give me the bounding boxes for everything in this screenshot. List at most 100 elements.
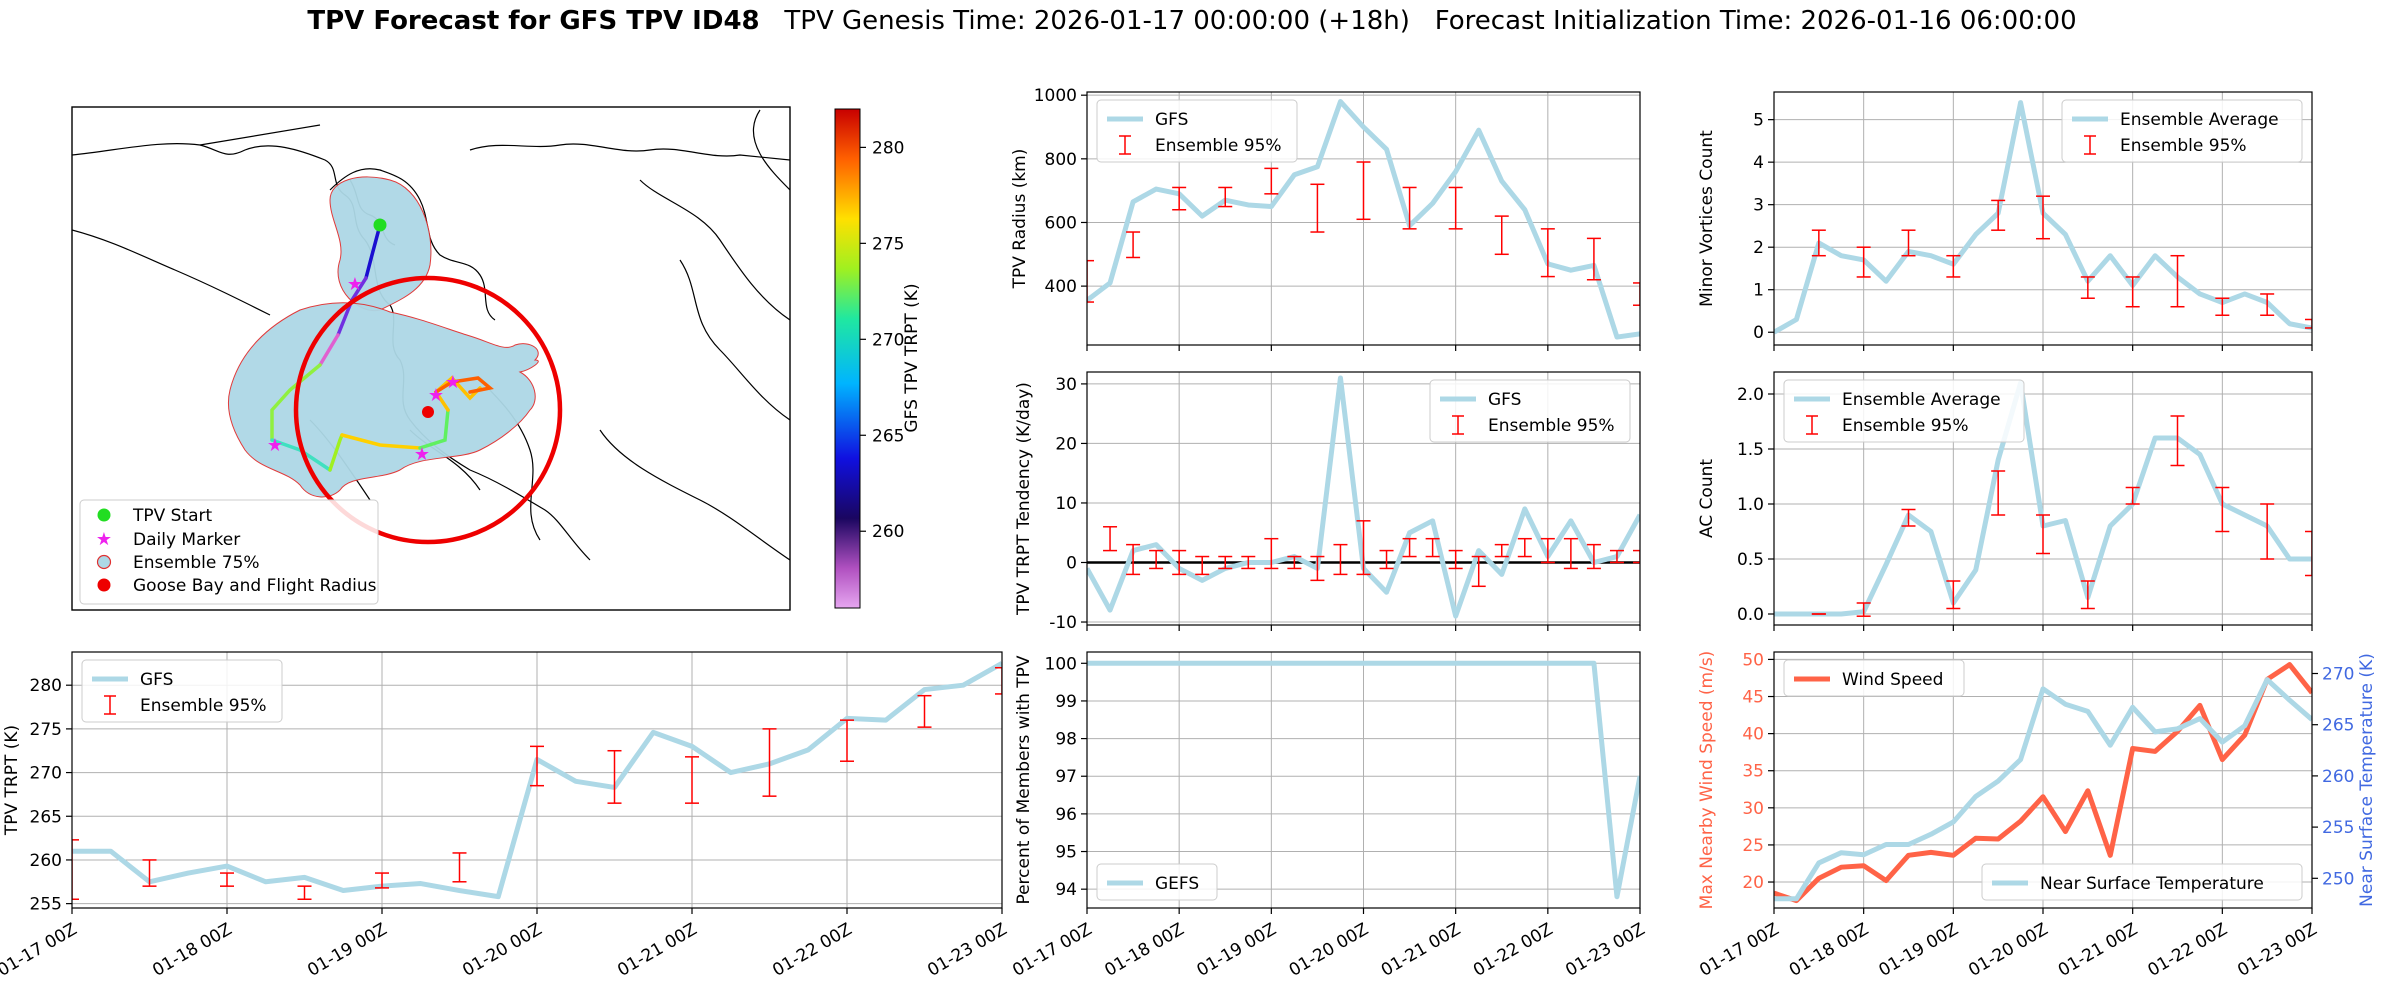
x-tick-label: 01-22 00Z: [769, 919, 855, 980]
chart-legend: Ensemble Average Ensemble 95%: [2061, 99, 2303, 163]
plot-frame: [1773, 651, 2313, 909]
genesis-time: TPV Genesis Time: 2026-01-17 00:00:00 (+…: [784, 6, 1410, 36]
x-tick-label: 01-19 00Z: [304, 919, 390, 980]
legend-box: [1783, 659, 1965, 697]
y-tick-label: 96: [1055, 805, 1077, 825]
legend-label: Ensemble 95%: [140, 696, 267, 716]
colorbar-tick-label: 260: [872, 522, 904, 542]
chart-tendency: -10 0 10 20 30 TPV TRPT Tendency (K/day) GFS En…: [1014, 371, 1641, 633]
chart-trpt: 255 260 265 270 275 280 01-17 00Z 01-18 00Z 01-1…: [0, 651, 1011, 981]
x-tick-label: 01-20 00Z: [459, 919, 545, 980]
y-tick-label: 1000: [1034, 86, 1077, 106]
legend-label: GFS: [1488, 390, 1521, 410]
legend-marker-icon: ★: [96, 529, 112, 550]
legend-box: [1096, 99, 1298, 163]
x-tick-label: 01-21 00Z: [1378, 919, 1464, 980]
legend-start-icon: [97, 508, 111, 522]
figure-title-bold: TPV Forecast for GFS TPV ID48: [307, 6, 760, 36]
series-layer: [1087, 99, 1640, 340]
y-tick-label: 99: [1055, 692, 1077, 712]
plot-frame: [1773, 371, 2313, 626]
daily-marker: ★: [414, 444, 430, 465]
colorbar: 260 265 270 275 280 GFS TPV TRPT (K): [834, 108, 922, 609]
legend-box: [1783, 379, 2025, 443]
legend-box: [81, 659, 283, 723]
chart-legend: GFS Ensemble 95%: [81, 659, 283, 723]
y-tick-label: 280: [30, 676, 62, 696]
y-tick-label: 45: [1742, 688, 1764, 708]
colorbar-bar: [834, 108, 861, 609]
figure-title: TPV Forecast for GFS TPV ID48 TPV Genesi…: [0, 6, 2384, 36]
series-layer: [1774, 100, 2312, 335]
legend-label: Near Surface Temperature: [2040, 874, 2264, 894]
x-tick-label: 01-18 00Z: [149, 919, 235, 980]
x-tick-label: 01-18 00Z: [1786, 919, 1872, 980]
chart-legend: GEFS: [1096, 863, 1218, 901]
chart-radius: 400 600 800 1000 TPV Radius (km) GFS Ensemble …: [1010, 86, 1641, 351]
legend-ensemble-icon: [96, 554, 112, 570]
y-tick-label: 30: [1055, 375, 1077, 395]
colorbar-tick-label: 280: [872, 138, 904, 158]
y-tick-label: 98: [1055, 730, 1077, 750]
x-tick-label: 01-20 00Z: [1286, 919, 1372, 980]
legend-label: Ensemble 95%: [2120, 136, 2247, 156]
series-layer: [1774, 662, 2312, 904]
y-tick-label: 95: [1055, 843, 1077, 863]
x-tick-label: 01-19 00Z: [1194, 919, 1280, 980]
y-tick-label: 20: [1742, 873, 1764, 893]
y-tick-label: 97: [1055, 767, 1077, 787]
y-tick-label: 100: [1045, 654, 1077, 674]
plot-frame: [71, 651, 1003, 909]
y-tick-label-right: 260: [2322, 767, 2354, 787]
legend-label: Ensemble 95%: [1842, 416, 1969, 436]
legend-box: [2061, 99, 2303, 163]
y-tick-label: 400: [1045, 277, 1077, 297]
ensemble-75-region: [227, 176, 539, 498]
daily-markers: ★ ★ ★ ★ ★: [267, 274, 461, 465]
y-tick-label: 2: [1753, 238, 1764, 258]
legend-label: Wind Speed: [1842, 670, 1943, 690]
y-tick-label-right: 265: [2322, 716, 2354, 736]
chart-minor: 0 1 2 3 4 5 Minor Vortices Count Ensemble Avera…: [1697, 91, 2313, 351]
y-tick-label: 0: [1753, 323, 1764, 343]
legend-goose-icon: [97, 578, 111, 592]
chart-legend: Ensemble Average Ensemble 95%: [1783, 379, 2025, 443]
legend-label: Ensemble Average: [2120, 110, 2279, 130]
y-tick-label: 50: [1742, 650, 1764, 670]
y-tick-label: 265: [30, 807, 62, 827]
x-tick-label: 01-21 00Z: [2055, 919, 2141, 980]
daily-marker: ★: [267, 435, 283, 456]
y-tick-label: 30: [1742, 799, 1764, 819]
y-tick-label: 1.5: [1737, 440, 1764, 460]
y-tick-label: 270: [30, 764, 62, 784]
y-axis-label: AC Count: [1697, 459, 1717, 538]
legend-label: Ensemble Average: [1842, 390, 2001, 410]
y-axis-label: Percent of Members with TPV: [1014, 655, 1034, 904]
colorbar-label: GFS TPV TRPT (K): [902, 283, 922, 432]
legend-box: [1981, 863, 2303, 901]
plot-frame: [1086, 91, 1641, 346]
daily-marker: ★: [428, 385, 444, 406]
map-legend-marker: Daily Marker: [133, 530, 240, 550]
y-axis-label: Max Nearby Wind Speed (m/s): [1697, 651, 1717, 910]
y-tick-label: -10: [1049, 613, 1077, 633]
x-tick-label: 01-22 00Z: [1470, 919, 1556, 980]
colorbar-tick-label: 275: [872, 234, 904, 254]
x-tick-label: 01-18 00Z: [1101, 919, 1187, 980]
daily-marker: ★: [445, 372, 461, 393]
y-tick-label: 1.0: [1737, 495, 1764, 515]
series-layer: [1087, 375, 1640, 619]
chart-legend: GFS Ensemble 95%: [1429, 379, 1631, 443]
y-tick-label: 255: [30, 895, 62, 915]
chart-members: 94 95 96 97 98 99 100 01-17 00Z 01-18 00Z 01-19 0…: [1009, 651, 1649, 981]
y-tick-label-right: 270: [2322, 665, 2354, 685]
x-tick-label: 01-21 00Z: [614, 919, 700, 980]
y-tick-label: 800: [1045, 150, 1077, 170]
y-axis-label: TPV TRPT Tendency (K/day): [1014, 382, 1034, 616]
series-line-right: [1774, 677, 2312, 902]
y-axis-label: TPV TRPT (K): [2, 725, 22, 836]
chart-legend: Near Surface Temperature: [1981, 863, 2303, 901]
series-layer: [1087, 660, 1640, 900]
